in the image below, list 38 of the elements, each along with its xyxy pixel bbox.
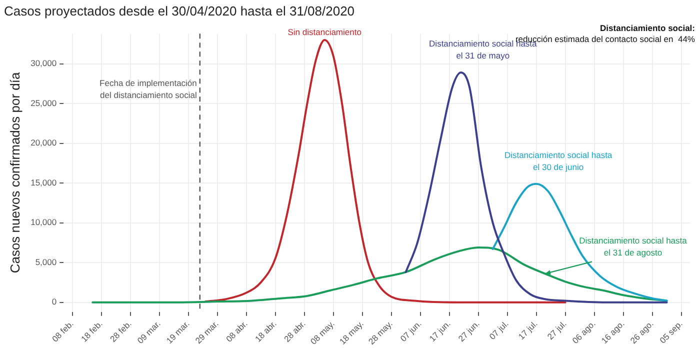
y-tick-label: 10,000 xyxy=(30,217,57,228)
chart-title: Casos proyectados desde el 30/04/2020 hasta el 31/08/2020 xyxy=(4,3,355,18)
y-tick-label: 25,000 xyxy=(30,98,57,108)
annotation: Distanciamiento social hasta el 31 de agosto xyxy=(579,236,688,258)
x-tick-label: 27 jul. xyxy=(545,318,568,342)
x-tick-label: 18 may. xyxy=(337,318,366,346)
y-tick-label: 30,000 xyxy=(30,58,57,68)
x-tick-label: 08 may. xyxy=(308,318,336,346)
annotation: Sin distanciamiento xyxy=(288,26,362,37)
x-tick-label: 28 abr. xyxy=(282,318,308,344)
x-tick-label: 05 sep. xyxy=(658,318,684,346)
y-tick-label: 15,000 xyxy=(30,177,57,188)
x-tick-label: 18 abr. xyxy=(252,318,278,344)
x-tick-label: 07 jun. xyxy=(398,318,424,344)
line-series xyxy=(404,72,668,304)
x-tick-label: 17 jun. xyxy=(427,318,452,344)
annotation: Distanciamiento social hasta el 30 de junio xyxy=(504,150,612,172)
line-series xyxy=(492,182,668,302)
x-tick-label: 28 feb. xyxy=(108,318,134,344)
x-tick-label: 08 abr. xyxy=(224,318,250,344)
x-tick-label: 16 ago. xyxy=(599,318,626,346)
x-tick-label: 06 ago. xyxy=(570,318,598,346)
x-tick-label: 27 jun. xyxy=(456,318,482,344)
text: Distanciamiento social: xyxy=(600,23,696,33)
x-tick-label: 19 mar. xyxy=(164,318,192,346)
x-tick-label: 09 mar. xyxy=(135,318,162,346)
x-tick-label: 29 mar. xyxy=(193,318,220,346)
y-tick-label: 5,000 xyxy=(35,256,57,267)
x-tick-label: 26 ago. xyxy=(628,318,656,346)
x-tick-label: 28 may. xyxy=(366,318,394,346)
y-tick-label: 0 xyxy=(52,296,57,307)
x-tick-label: 18 feb. xyxy=(78,318,104,344)
x-tick-label: 07 jul. xyxy=(487,318,510,342)
y-tick-label: 20,000 xyxy=(30,138,57,148)
x-tick-label: 17 jul. xyxy=(516,318,540,342)
x-tick-label: 08 feb. xyxy=(50,318,76,344)
y-axis-title: Casos nuevos confirmados por día xyxy=(7,72,22,274)
ref-line-label: Fecha de implementación del distanciamiento social xyxy=(100,78,198,100)
